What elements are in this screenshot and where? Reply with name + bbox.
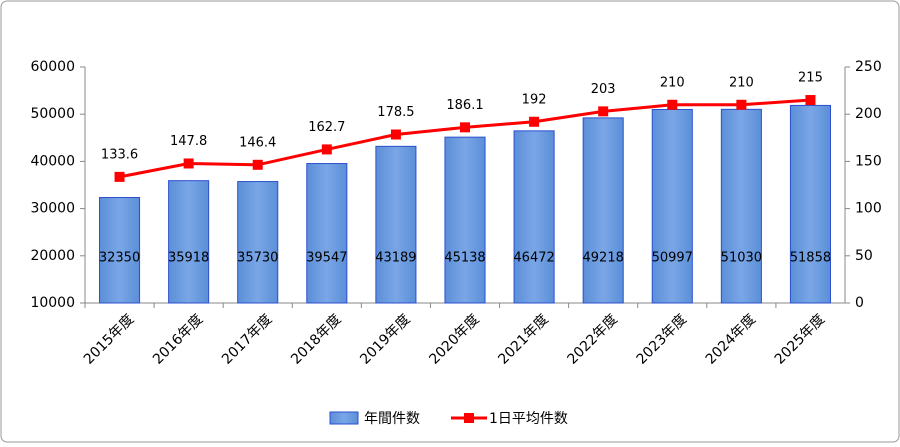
bar xyxy=(789,104,831,304)
line-value-label: 203 xyxy=(591,82,616,97)
y2-tick-label: 150 xyxy=(855,153,882,169)
bar xyxy=(168,180,210,304)
line-value-label: 133.6 xyxy=(101,147,138,162)
line-marker xyxy=(252,159,263,170)
y-tick-label: 40000 xyxy=(30,153,75,169)
bar-value-label: 50997 xyxy=(652,251,693,266)
line-marker xyxy=(114,171,125,182)
bar-value-label: 51858 xyxy=(790,251,831,266)
bar xyxy=(375,145,417,304)
line-value-label: 178.5 xyxy=(377,105,414,120)
line-value-label: 210 xyxy=(729,75,754,90)
bar xyxy=(444,136,486,304)
y2-tick-label: 200 xyxy=(855,106,882,122)
line-value-label: 186.1 xyxy=(446,98,483,113)
y-tick-label: 30000 xyxy=(30,201,75,217)
bar xyxy=(513,130,555,304)
line-marker xyxy=(183,158,194,169)
bar-value-label: 45138 xyxy=(444,251,485,266)
bar-value-label: 49218 xyxy=(583,251,624,266)
y2-tick-label: 100 xyxy=(855,201,882,217)
line-value-label: 210 xyxy=(660,75,685,90)
bar-value-label: 46472 xyxy=(513,251,554,266)
line-marker xyxy=(529,116,540,127)
bar-value-label: 43189 xyxy=(375,251,416,266)
y-tick-label: 50000 xyxy=(30,106,75,122)
line-value-label: 147.8 xyxy=(170,134,207,149)
bar-value-label: 32350 xyxy=(99,251,140,266)
bar xyxy=(651,108,693,304)
y-tick-label: 10000 xyxy=(30,295,75,311)
line-marker xyxy=(460,122,470,133)
bar-value-label: 35730 xyxy=(237,251,278,266)
bar xyxy=(99,197,141,304)
line-marker xyxy=(805,95,816,106)
bar-value-label: 35918 xyxy=(168,251,209,266)
y2-tick-label: 250 xyxy=(855,59,882,75)
y-tick-label: 60000 xyxy=(30,59,75,75)
line-marker xyxy=(321,144,332,155)
bar xyxy=(237,181,279,304)
y-tick-label: 20000 xyxy=(30,248,75,264)
line-value-label: 146.4 xyxy=(239,135,276,150)
legend-label: 1日平均件数 xyxy=(489,411,568,427)
bar-value-label: 51030 xyxy=(721,251,762,266)
line-marker xyxy=(598,106,609,117)
line-value-label: 215 xyxy=(798,71,823,86)
legend-label: 年間件数 xyxy=(364,411,420,427)
line-marker xyxy=(736,99,747,110)
y2-tick-label: 50 xyxy=(855,248,873,264)
line-value-label: 192 xyxy=(522,92,547,107)
line-marker xyxy=(667,99,678,110)
legend-marker xyxy=(464,413,474,423)
bar xyxy=(306,163,348,304)
legend-swatch xyxy=(329,411,359,425)
line-marker xyxy=(390,129,401,140)
y2-tick-label: 0 xyxy=(855,295,864,311)
bar xyxy=(720,108,762,304)
line-value-label: 162.7 xyxy=(308,120,345,135)
bar-value-label: 39547 xyxy=(306,251,347,266)
bar xyxy=(582,117,624,304)
